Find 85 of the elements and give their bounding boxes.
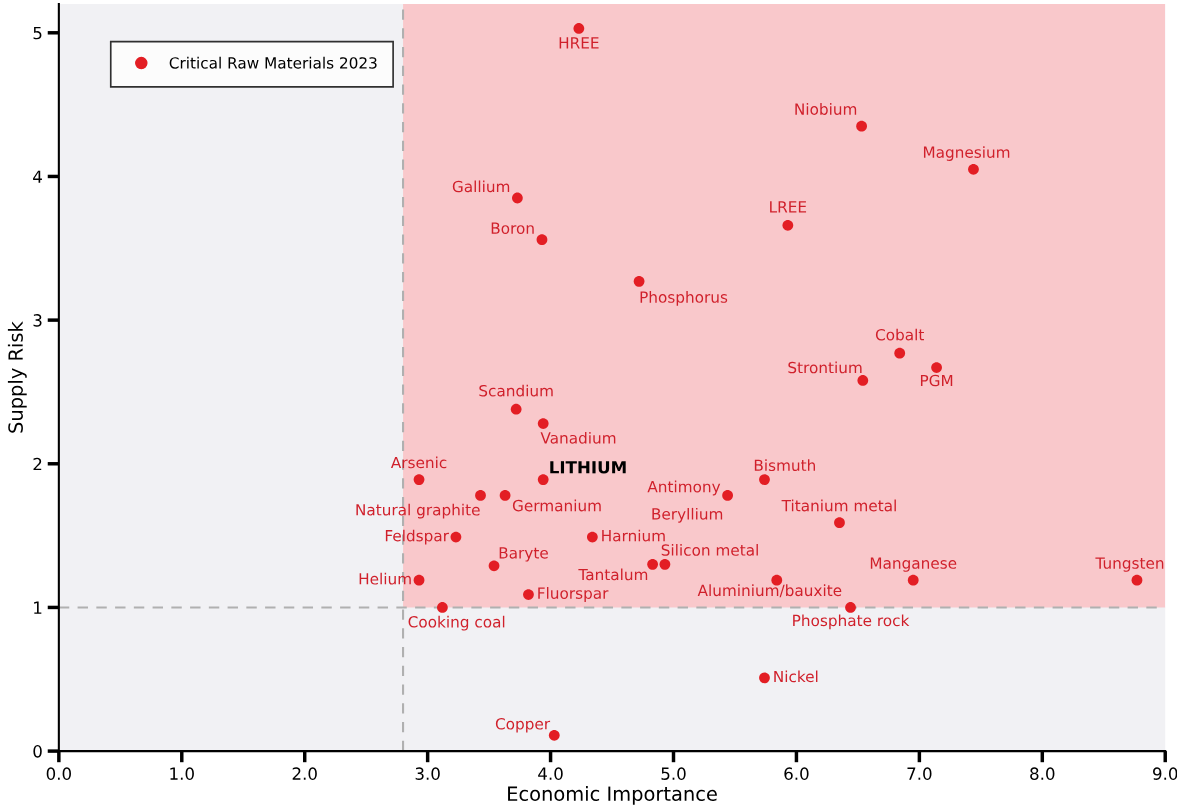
- point: [523, 589, 534, 600]
- y-tick-label: 0: [33, 745, 42, 758]
- point: [450, 531, 462, 543]
- annotation: Cooking coal: [408, 615, 505, 631]
- point: [510, 403, 522, 415]
- y-tick-label: 2: [33, 457, 42, 471]
- point: [759, 672, 770, 684]
- annotation: Niobium: [795, 103, 857, 115]
- annotation: Natural graphite: [356, 503, 480, 519]
- x-tick-label: 4.0: [538, 767, 563, 780]
- point: [845, 602, 856, 613]
- annotation: Boron: [491, 222, 534, 234]
- annotation: Phosphorus: [640, 291, 728, 306]
- legend-label: Critical Raw Materials 2023: [169, 56, 377, 69]
- annotation: Titanium metal: [781, 499, 896, 512]
- point: [647, 558, 658, 570]
- annotation: Fluorspar: [538, 587, 609, 602]
- annotation: Cobalt: [875, 328, 924, 341]
- point: [475, 490, 486, 501]
- annotation: Copper: [495, 718, 551, 733]
- annotation: Harnium: [602, 529, 665, 542]
- x-tick-label: 9.0: [1153, 767, 1177, 780]
- x-tick-label: 8.0: [1030, 767, 1055, 780]
- annotation: LITHIUM: [550, 461, 626, 474]
- point: [633, 275, 645, 287]
- point: [488, 560, 500, 572]
- x-tick-label: 7.0: [907, 767, 932, 780]
- annotation: Scandium: [479, 384, 553, 397]
- annotation: Germanium: [512, 499, 601, 512]
- annotation: Aluminium/bauxite: [697, 584, 842, 598]
- y-tick-label: 5: [33, 26, 42, 40]
- point: [907, 574, 919, 586]
- point: [548, 729, 560, 741]
- x-tick-label: 5.0: [661, 767, 686, 780]
- point: [834, 517, 845, 529]
- y-axis-title: Supply Risk: [7, 321, 27, 433]
- point: [857, 375, 869, 386]
- annotation: Arsenic: [390, 456, 447, 469]
- x-tick-label: 2.0: [292, 767, 317, 780]
- point: [537, 418, 549, 429]
- annotation: Nickel: [774, 670, 818, 683]
- annotation: Magnesium: [923, 146, 1010, 161]
- y-tick-label: 1: [34, 601, 42, 614]
- point: [586, 531, 598, 543]
- x-axis-title: Economic Importance: [508, 785, 717, 805]
- y-tick-label: 3: [33, 314, 42, 327]
- y-tick-label: 4: [33, 170, 42, 183]
- point: [782, 219, 794, 231]
- point: [573, 23, 585, 34]
- point: [759, 474, 770, 485]
- point: [413, 574, 425, 586]
- point: [856, 120, 867, 132]
- annotation: LREE: [770, 201, 807, 213]
- point: [931, 362, 942, 373]
- annotation: Baryte: [499, 547, 548, 562]
- x-tick-label: 6.0: [784, 767, 809, 780]
- point: [722, 490, 733, 501]
- x-tick-label: 0.0: [46, 767, 71, 780]
- point: [437, 602, 448, 613]
- x-tick-label: 1.0: [170, 767, 194, 780]
- point: [413, 474, 425, 485]
- annotation: Phosphate rock: [793, 614, 910, 630]
- annotation: PGM: [920, 374, 953, 387]
- point: [894, 347, 906, 359]
- point: [537, 474, 549, 485]
- point: [512, 192, 523, 204]
- annotation: Beryllium: [652, 507, 723, 523]
- annotation: Antimony: [647, 480, 721, 496]
- annotation: Feldspar: [385, 529, 449, 545]
- x-tick-label: 3.0: [415, 767, 440, 780]
- annotation: Bismuth: [754, 459, 815, 472]
- point: [1131, 574, 1143, 586]
- annotation: Vanadium: [540, 431, 616, 444]
- annotation: Gallium: [452, 180, 510, 193]
- annotation: Tungsten: [1095, 557, 1164, 572]
- annotation: HREE: [559, 37, 599, 49]
- annotation: Manganese: [870, 557, 957, 572]
- annotation: Silicon metal: [661, 544, 758, 556]
- annotation: Helium: [359, 572, 411, 585]
- point: [499, 490, 511, 501]
- annotation: Tantalum: [578, 568, 648, 581]
- point: [659, 558, 671, 570]
- point: [968, 163, 979, 175]
- annotation: Strontium: [788, 361, 862, 374]
- point: [536, 234, 548, 246]
